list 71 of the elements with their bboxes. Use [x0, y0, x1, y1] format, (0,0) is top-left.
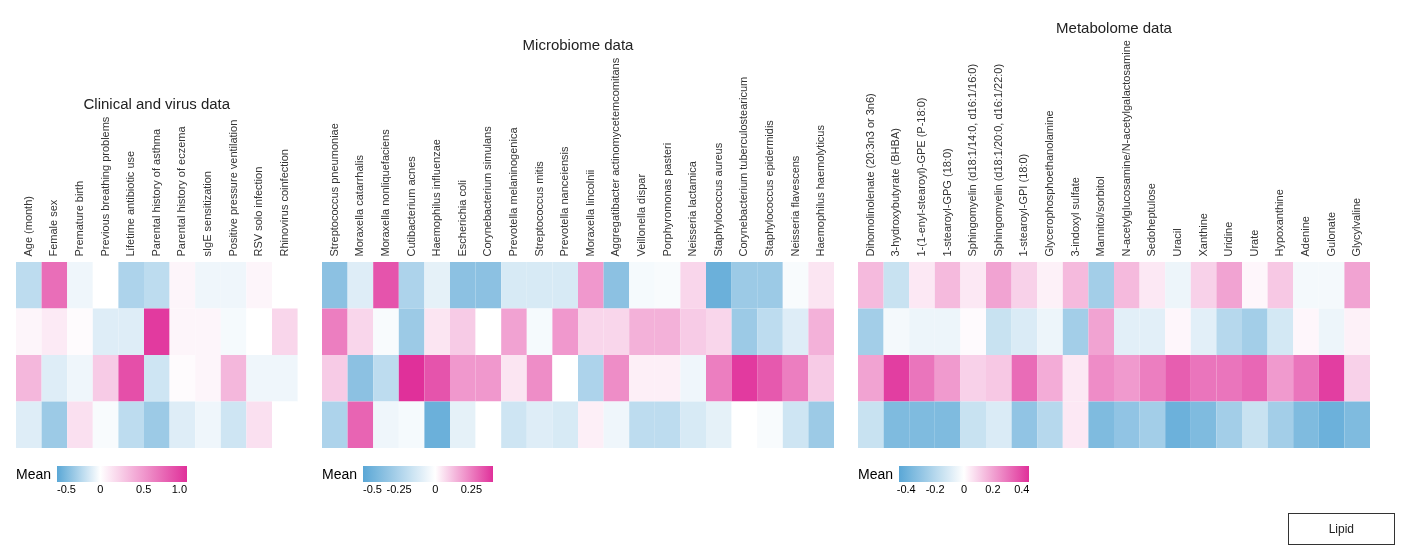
x-tick-label: Streptococcus pneumoniae [327, 123, 340, 257]
x-tick-label: Lifetime antibiotic use [124, 150, 137, 257]
color-bar-label: 0 [97, 482, 104, 495]
x-tick-label: RSV solo infection [252, 166, 265, 257]
x-tick-label: Sphingomyelin (d18:1/20:0, d16:1/22:0) [991, 63, 1004, 257]
legend-title: Mean [16, 466, 51, 482]
legend-title: Mean [857, 466, 893, 482]
x-tick-label: Moraxella catarrhalis [352, 154, 365, 257]
x-tick-label: Hypoxanthine [1272, 189, 1285, 257]
x-tick-label: Positive pressure ventilation [226, 119, 239, 257]
color-bar-label: -0.25 [386, 483, 412, 495]
x-tick-label: Moraxella lincolnii [583, 169, 596, 257]
color-bar-label: -0.5 [57, 482, 76, 495]
x-tick-label: Female sex [47, 199, 60, 257]
x-tick-label: N-acetylglucosamine/N-acetylgalactosamine [1119, 40, 1132, 257]
x-tick-label: 1-stearoyl-GPI (18:0) [1016, 153, 1029, 257]
color-bar-label: 0.5 [136, 482, 152, 495]
color-bar-label: 1.0 [171, 482, 187, 495]
x-tick-label: Adenine [1298, 216, 1311, 257]
color-bar-label: 0 [431, 483, 438, 495]
x-tick-label: Age (month) [21, 196, 34, 257]
x-tick-label: Parental history of asthma [149, 128, 162, 257]
x-tick-label: Glycerophosphoethanolamine [1042, 110, 1055, 257]
color-bar-label: -0.4 [896, 483, 916, 495]
color-bar-label: -0.5 [362, 483, 382, 495]
x-tick-label: Previous breathing problems [98, 116, 111, 257]
x-tick-label: Staphylococcus epidermidis [762, 119, 775, 257]
x-tick-label: 1-stearoyl-GPG (18:0) [940, 148, 953, 257]
x-tick-label: 1-(1-enyl-stearoyl)-GPE (P-18:0) [914, 97, 927, 257]
x-tick-label: Staphylococcus aureus [711, 142, 724, 257]
chart-title: Clinical and virus data [83, 94, 231, 112]
color-bar-label: 0.2 [984, 483, 1001, 495]
x-tick-label: Parental history of eczema [175, 125, 188, 257]
x-tick-label: Urate [1247, 229, 1260, 257]
x-tick-label: 3-indoxyl sulfate [1068, 177, 1081, 257]
color-bar-label: 0.25 [460, 483, 482, 495]
x-tick-label: Aggregatibacter actinomycetemcomitans [608, 57, 621, 257]
x-tick-label: Mannitol/sorbitol [1093, 176, 1106, 257]
x-tick-label: Streptococcus mitis [532, 160, 545, 257]
x-tick-label: Cutibacterium acnes [404, 155, 417, 257]
x-tick-label: Corynebacterium tuberculostearicum [736, 76, 749, 257]
legend-title: Mean [321, 466, 357, 482]
x-tick-label: Uracil [1170, 228, 1183, 257]
x-tick-label: Dihomolinolenate (20:3n3 or 3n6) [863, 93, 876, 257]
x-tick-label: Uridine [1221, 221, 1234, 257]
x-tick-label: Glycylvaline [1349, 197, 1362, 257]
x-tick-label: 3-hydroxybutyrate (BHBA) [888, 128, 901, 257]
x-tick-label: Xanthine [1196, 213, 1209, 257]
x-tick-label: Veillonella dispar [634, 173, 647, 257]
x-tick-label: Sphingomyelin (d18:1/14:0, d16:1/16:0) [965, 63, 978, 257]
chart-title: Metabolome data [1055, 18, 1173, 36]
color-bar-label: 0.4 [1013, 483, 1030, 495]
x-tick-label: Moraxella nonliquefaciens [378, 128, 391, 257]
x-tick-label: Escherichia coli [455, 180, 468, 257]
x-tick-label: Haemophilus influenzae [429, 139, 442, 257]
x-tick-label: Porphyromonas pasteri [660, 142, 673, 257]
text: Lipid [1287, 513, 1395, 545]
x-tick-label: Rhinovirus coinfection [277, 149, 290, 257]
x-tick-label: Prevotella melaninogenica [506, 126, 519, 257]
x-tick-label: Premature birth [73, 180, 85, 257]
x-tick-label: Haemophilus haemolyticus [813, 124, 826, 257]
color-bar-label: -0.2 [925, 483, 945, 495]
x-tick-label: sIgE sensitization [201, 171, 213, 257]
x-tick-label: Prevotella nanceiensis [557, 145, 570, 257]
x-tick-label: Neisseria lactamica [685, 160, 698, 257]
x-tick-label: Corynebacterium simulans [480, 125, 493, 257]
color-bar-label: 0 [960, 483, 967, 495]
x-tick-label: Neisseria flavescens [788, 155, 801, 257]
x-tick-label: Sedoheptulose [1144, 183, 1157, 257]
chart-title: Microbiome data [522, 36, 634, 54]
x-tick-label: Gulonate [1324, 211, 1337, 257]
